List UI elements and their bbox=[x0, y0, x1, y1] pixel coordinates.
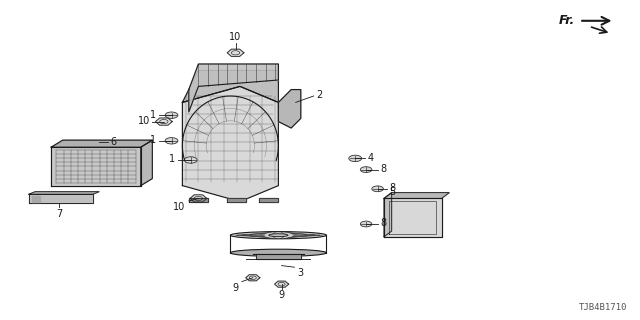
Text: 6: 6 bbox=[110, 137, 116, 147]
Circle shape bbox=[165, 112, 178, 118]
Polygon shape bbox=[384, 193, 449, 198]
Text: Fr.: Fr. bbox=[559, 14, 575, 27]
Polygon shape bbox=[256, 254, 301, 259]
Polygon shape bbox=[227, 198, 246, 202]
Circle shape bbox=[360, 221, 372, 227]
Circle shape bbox=[184, 157, 197, 163]
Ellipse shape bbox=[230, 232, 326, 239]
Text: 8: 8 bbox=[380, 218, 387, 228]
Polygon shape bbox=[29, 194, 93, 203]
Text: 9: 9 bbox=[278, 290, 285, 300]
Polygon shape bbox=[189, 64, 278, 112]
Text: 10: 10 bbox=[138, 116, 150, 126]
Polygon shape bbox=[32, 196, 40, 202]
Polygon shape bbox=[182, 86, 278, 202]
Text: 7: 7 bbox=[56, 209, 62, 219]
Polygon shape bbox=[190, 195, 207, 202]
Polygon shape bbox=[141, 140, 152, 186]
Text: 2: 2 bbox=[316, 90, 323, 100]
Circle shape bbox=[360, 167, 372, 172]
Text: 1: 1 bbox=[150, 135, 156, 145]
Text: 1: 1 bbox=[150, 109, 156, 120]
Polygon shape bbox=[156, 118, 172, 125]
Text: 1: 1 bbox=[169, 154, 175, 164]
Polygon shape bbox=[384, 198, 442, 237]
Text: 10: 10 bbox=[173, 202, 186, 212]
Circle shape bbox=[349, 155, 362, 162]
Text: 9: 9 bbox=[232, 283, 238, 293]
Polygon shape bbox=[246, 275, 260, 281]
Circle shape bbox=[165, 138, 178, 144]
Ellipse shape bbox=[269, 234, 288, 236]
Circle shape bbox=[372, 186, 383, 192]
Polygon shape bbox=[29, 192, 99, 194]
Polygon shape bbox=[227, 49, 244, 56]
Polygon shape bbox=[259, 198, 278, 202]
Text: 4: 4 bbox=[367, 153, 374, 163]
Polygon shape bbox=[189, 198, 208, 202]
Polygon shape bbox=[51, 140, 152, 147]
Polygon shape bbox=[278, 90, 301, 128]
Text: 8: 8 bbox=[380, 164, 387, 174]
Ellipse shape bbox=[230, 249, 326, 256]
Text: TJB4B1710: TJB4B1710 bbox=[579, 303, 627, 312]
Polygon shape bbox=[51, 147, 141, 186]
Text: 5: 5 bbox=[389, 187, 396, 197]
Text: 3: 3 bbox=[297, 268, 303, 278]
Polygon shape bbox=[384, 193, 392, 237]
Polygon shape bbox=[275, 281, 289, 287]
Text: 10: 10 bbox=[229, 32, 242, 42]
Text: 8: 8 bbox=[390, 183, 396, 193]
Polygon shape bbox=[182, 70, 278, 102]
